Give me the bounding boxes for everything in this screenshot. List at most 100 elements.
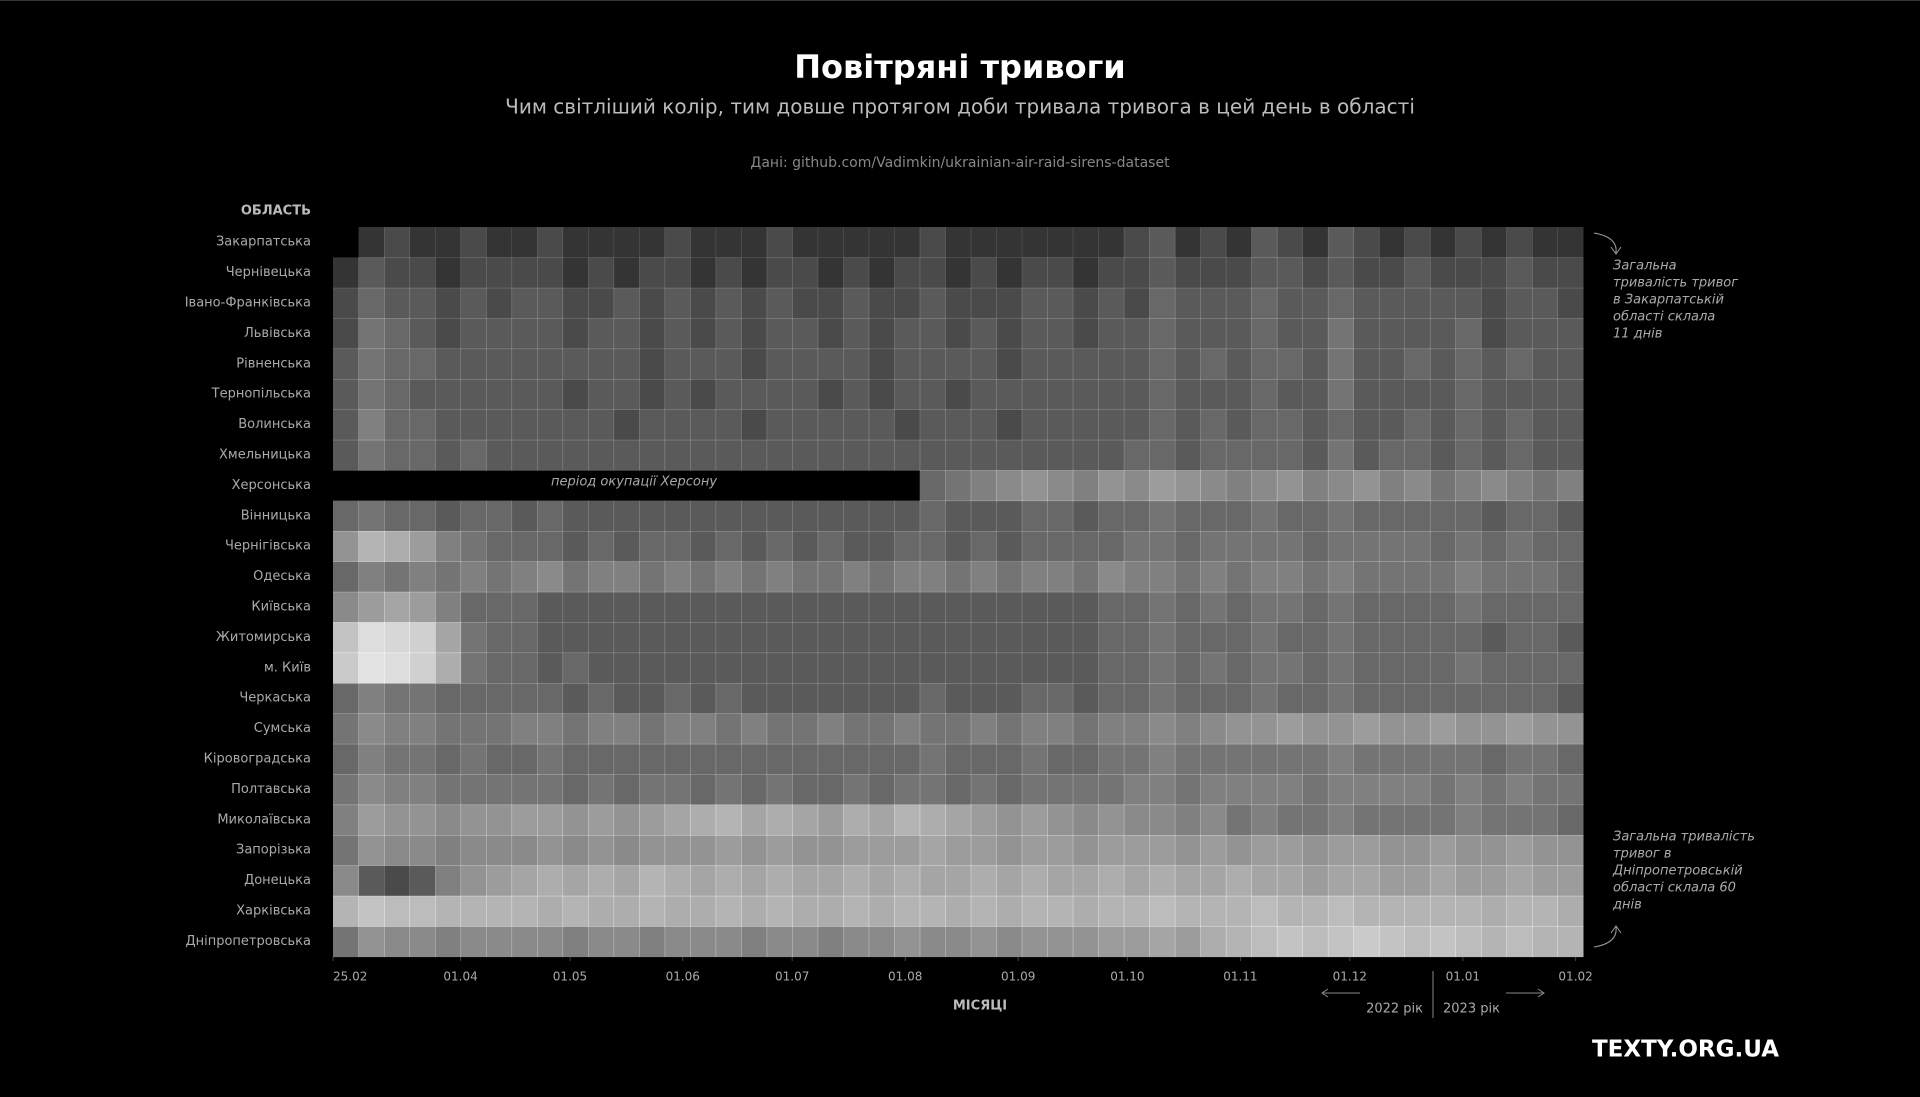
heat-cell (1557, 348, 1584, 380)
heat-cell (1327, 318, 1354, 350)
heat-cell (843, 409, 870, 441)
heat-cell (1455, 500, 1482, 532)
heat-cell (843, 652, 870, 684)
heat-cell (792, 379, 819, 410)
heat-cell (1557, 227, 1584, 258)
heat-cell (1098, 561, 1125, 593)
heat-cell (613, 531, 640, 562)
heat-cell (690, 500, 717, 532)
heat-cell (1276, 713, 1303, 745)
heat-cell (1327, 622, 1354, 654)
heat-cell (1455, 348, 1482, 380)
heat-cell (1531, 865, 1558, 897)
heat-cell (894, 348, 921, 380)
heat-cell (1225, 622, 1252, 654)
heat-cell (1378, 318, 1405, 350)
heat-cell (460, 561, 487, 593)
heat-cell (1353, 561, 1380, 593)
heat-cell (639, 318, 666, 350)
heat-cell (1480, 500, 1507, 532)
heat-cell (1480, 926, 1507, 958)
heat-cell (715, 926, 742, 958)
heat-cell (1251, 287, 1278, 319)
heat-cell (537, 409, 564, 441)
heat-cell (1506, 439, 1533, 471)
heat-cell (537, 926, 564, 958)
heat-cell (460, 318, 487, 350)
heat-cell (1072, 227, 1099, 258)
heat-cell (1149, 318, 1176, 350)
heat-cell (664, 379, 691, 410)
heat-cell (537, 318, 564, 350)
heat-cell (1506, 774, 1533, 806)
heat-cell (1302, 683, 1329, 714)
heat-cell (613, 591, 640, 623)
heat-cell (1455, 409, 1482, 441)
y-tick-label: Одеська (253, 569, 311, 584)
heat-cell (333, 895, 360, 927)
heat-cell (1174, 622, 1201, 654)
heat-cell (741, 835, 768, 866)
heat-cell (1353, 713, 1380, 745)
heat-cell (945, 227, 972, 258)
heat-cell (664, 409, 691, 441)
heat-cell (537, 683, 564, 714)
heat-cell (741, 743, 768, 775)
heat-cell (1098, 379, 1125, 410)
heat-cell (1506, 926, 1533, 958)
heat-cell (1225, 500, 1252, 532)
y-tick-label: Тернопільська (211, 387, 311, 402)
heat-cell (1072, 287, 1099, 319)
heat-cell (1149, 743, 1176, 775)
heat-cell (460, 683, 487, 714)
heat-cell (996, 500, 1023, 532)
y-tick-label: Полтавська (231, 782, 311, 797)
heat-cell (1098, 591, 1125, 623)
heat-cell (996, 652, 1023, 684)
heat-cell (511, 865, 538, 897)
heat-cell (1174, 379, 1201, 410)
heat-cell (1531, 500, 1558, 532)
heat-cell (1174, 227, 1201, 258)
heat-cell (664, 287, 691, 319)
heat-cell (1123, 500, 1150, 532)
heat-cell (1557, 652, 1584, 684)
heat-cell (715, 713, 742, 745)
y-tick-label: Київська (251, 600, 311, 615)
heat-cell (1302, 743, 1329, 775)
heat-cell (1404, 287, 1431, 319)
heat-cell (333, 804, 360, 836)
heat-cell (1174, 743, 1201, 775)
heat-cell (639, 287, 666, 319)
heat-cell (817, 865, 844, 897)
heat-cell (1378, 713, 1405, 745)
heat-cell (435, 774, 462, 806)
heat-cell (894, 561, 921, 593)
heat-cell (486, 348, 513, 380)
heat-cell (1174, 865, 1201, 897)
heat-cell (613, 835, 640, 866)
heat-cell (1302, 500, 1329, 532)
heat-cell (970, 348, 997, 380)
heat-cell (358, 652, 385, 684)
heat-cell (1455, 926, 1482, 958)
heat-cell (588, 743, 615, 775)
heat-cell (333, 500, 360, 532)
arrow-left (1321, 988, 1360, 998)
heat-cell (817, 318, 844, 350)
heat-cell (1123, 287, 1150, 319)
heat-cell (409, 227, 436, 258)
heat-cell (1429, 835, 1456, 866)
heat-cell (843, 257, 870, 289)
heat-cell (384, 743, 411, 775)
heat-cell (460, 348, 487, 380)
heat-cell (486, 926, 513, 958)
heat-cell (511, 835, 538, 866)
heat-cell (817, 683, 844, 714)
heat-cell (613, 257, 640, 289)
heat-cell (537, 622, 564, 654)
heat-cell (1455, 804, 1482, 836)
heat-cell (766, 652, 793, 684)
heat-cell (894, 865, 921, 897)
heat-cell (1149, 531, 1176, 562)
